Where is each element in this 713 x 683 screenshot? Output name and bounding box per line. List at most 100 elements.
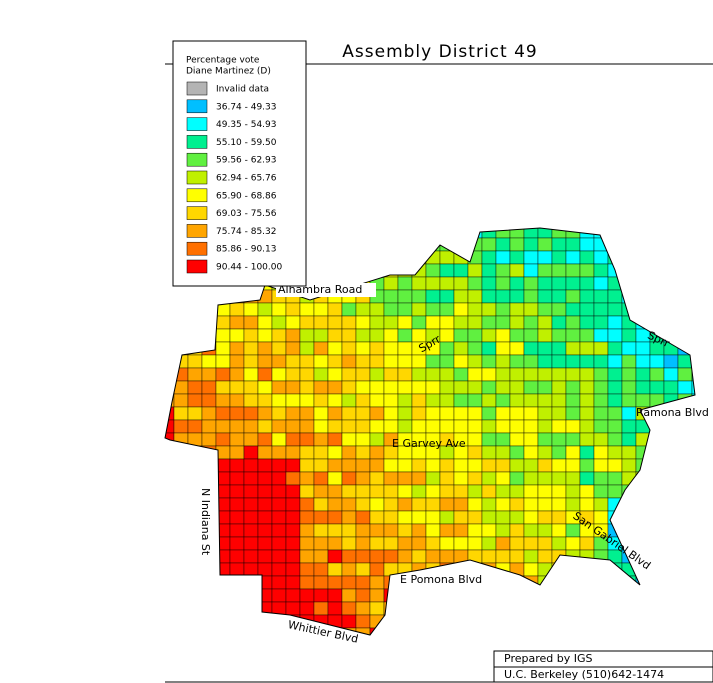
precinct [523,328,539,343]
precinct [537,276,553,291]
precinct [607,406,623,421]
precinct [593,367,609,382]
precinct [313,302,329,317]
precinct [551,263,567,278]
precinct [593,406,609,421]
precinct [691,328,695,343]
precinct [579,263,595,278]
precinct [257,536,273,551]
precinct [467,328,483,343]
precinct [467,523,483,538]
precinct [285,471,301,486]
precinct [187,380,203,395]
precinct [313,367,329,382]
precinct [663,263,679,278]
precinct [523,341,539,356]
precinct [425,536,441,551]
precinct [663,228,679,239]
precinct [201,380,217,395]
precinct [271,484,287,499]
precinct [593,276,609,291]
precinct [257,575,273,590]
precinct [369,419,385,434]
precinct [691,380,695,395]
precinct [369,588,385,603]
precinct [187,588,203,603]
precinct [677,575,693,590]
precinct [691,549,695,564]
precinct [579,276,595,291]
precinct [649,315,665,330]
precinct [327,601,343,616]
precinct [243,315,259,330]
precinct [299,523,315,538]
precinct [467,484,483,499]
precinct [565,432,581,447]
precinct [425,497,441,512]
precinct [285,523,301,538]
precinct [243,406,259,421]
precinct [411,380,427,395]
precinct [369,510,385,525]
precinct [663,588,679,603]
precinct [397,601,413,616]
precinct [229,432,245,447]
precinct [481,562,497,577]
precinct [663,380,679,395]
precinct [299,367,315,382]
precinct [271,302,287,317]
precinct [481,276,497,291]
precinct [551,458,567,473]
precinct [383,484,399,499]
precinct [691,263,695,278]
precinct [201,406,217,421]
precinct [173,302,189,317]
precinct [299,549,315,564]
precinct [593,380,609,395]
precinct [173,406,189,421]
precinct [425,627,441,635]
precinct [565,471,581,486]
precinct [243,432,259,447]
precinct [565,289,581,304]
precinct [453,276,469,291]
precinct [439,276,455,291]
precinct [579,354,595,369]
precinct [523,484,539,499]
precinct [593,614,609,629]
precinct [411,497,427,512]
precinct [425,588,441,603]
precinct [397,228,413,239]
precinct [383,575,399,590]
precinct [271,419,287,434]
precinct [607,419,623,434]
precinct [411,250,427,265]
precinct [551,341,567,356]
precinct [523,367,539,382]
precinct [327,549,343,564]
precinct [495,276,511,291]
precinct [201,393,217,408]
precinct [397,523,413,538]
precinct [691,536,695,551]
precinct [677,276,693,291]
precinct [481,354,497,369]
precinct [327,458,343,473]
precinct [411,237,427,252]
precinct [411,419,427,434]
precinct [397,250,413,265]
precinct [243,510,259,525]
precinct [257,302,273,317]
precinct [327,510,343,525]
precinct [467,354,483,369]
precinct [369,497,385,512]
precinct [523,614,539,629]
precinct [215,315,231,330]
precinct [621,419,637,434]
precinct [691,250,695,265]
precinct [165,302,175,317]
precinct [165,276,175,291]
precinct [215,328,231,343]
precinct [509,419,525,434]
precinct [173,315,189,330]
